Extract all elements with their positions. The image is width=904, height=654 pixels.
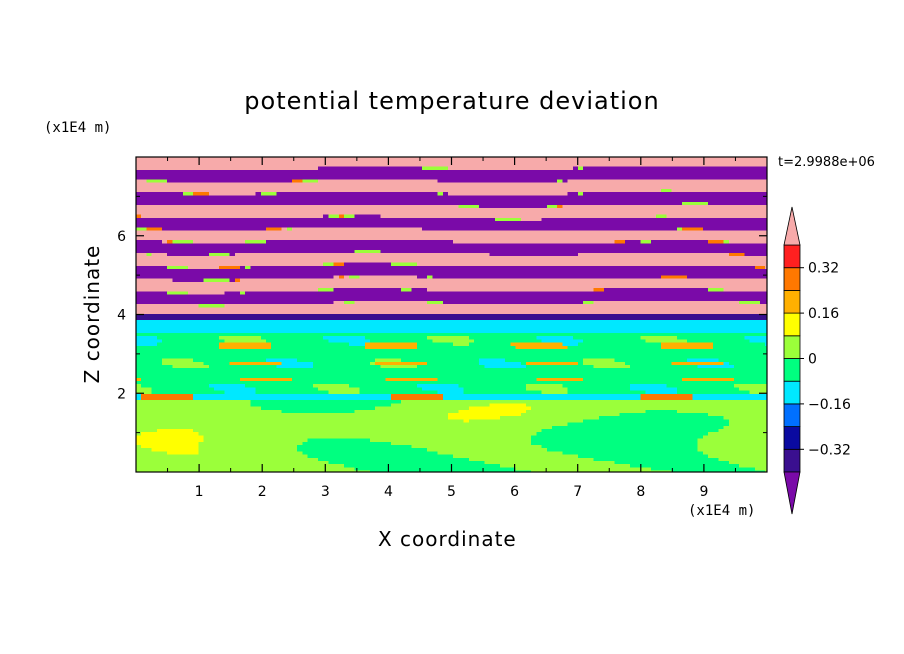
colorbar-tick-label: −0.16: [808, 397, 851, 413]
colorbar-tick-label: 0: [808, 352, 817, 368]
x-tick-label: 5: [447, 484, 456, 500]
y-tick-label: 2: [117, 386, 126, 402]
x-tick-label: 1: [195, 484, 204, 500]
contour-field: [136, 157, 767, 472]
y-tick-label: 6: [117, 229, 126, 245]
colorbar-tick-label: 0.16: [808, 306, 839, 322]
x-axis-label: X coordinate: [378, 527, 517, 551]
colorbar-swatch: [783, 426, 801, 450]
colorbar-swatch: [783, 358, 801, 382]
x-tick-label: 9: [699, 484, 708, 500]
y-tick-label: 4: [117, 308, 126, 324]
chart-title: potential temperature deviation: [244, 87, 660, 115]
colorbar-swatch: [783, 289, 801, 314]
x-tick-label: 7: [573, 484, 582, 500]
colorbar-swatch: [783, 380, 801, 405]
colorbar: 0.32 0.16 0 −0.16 −0.32: [783, 206, 851, 515]
y-axis-unit: (x1E4 m): [44, 120, 112, 136]
x-axis-unit: (x1E4 m): [688, 503, 756, 519]
colorbar-over-arrow: [783, 206, 801, 246]
colorbar-swatch: [783, 267, 801, 291]
x-tick-label: 4: [384, 484, 393, 500]
time-label: t=2.9988e+06: [778, 155, 875, 170]
colorbar-swatch: [783, 312, 801, 337]
colorbar-swatch: [783, 403, 801, 427]
colorbar-under-arrow: [783, 471, 801, 515]
colorbar-swatch: [783, 335, 801, 359]
y-axis: 2 4 6: [117, 195, 767, 434]
colorbar-swatch: [783, 448, 801, 473]
colorbar-tick-label: 0.32: [808, 261, 839, 277]
x-tick-label: 6: [510, 484, 519, 500]
colorbar-swatch: [783, 244, 801, 269]
x-axis: 1 2 3 4 5 6 7 8 9: [167, 157, 736, 500]
x-tick-label: 8: [636, 484, 645, 500]
x-tick-label: 2: [258, 484, 267, 500]
x-tick-label: 3: [321, 484, 330, 500]
colorbar-tick-label: −0.32: [808, 442, 851, 458]
